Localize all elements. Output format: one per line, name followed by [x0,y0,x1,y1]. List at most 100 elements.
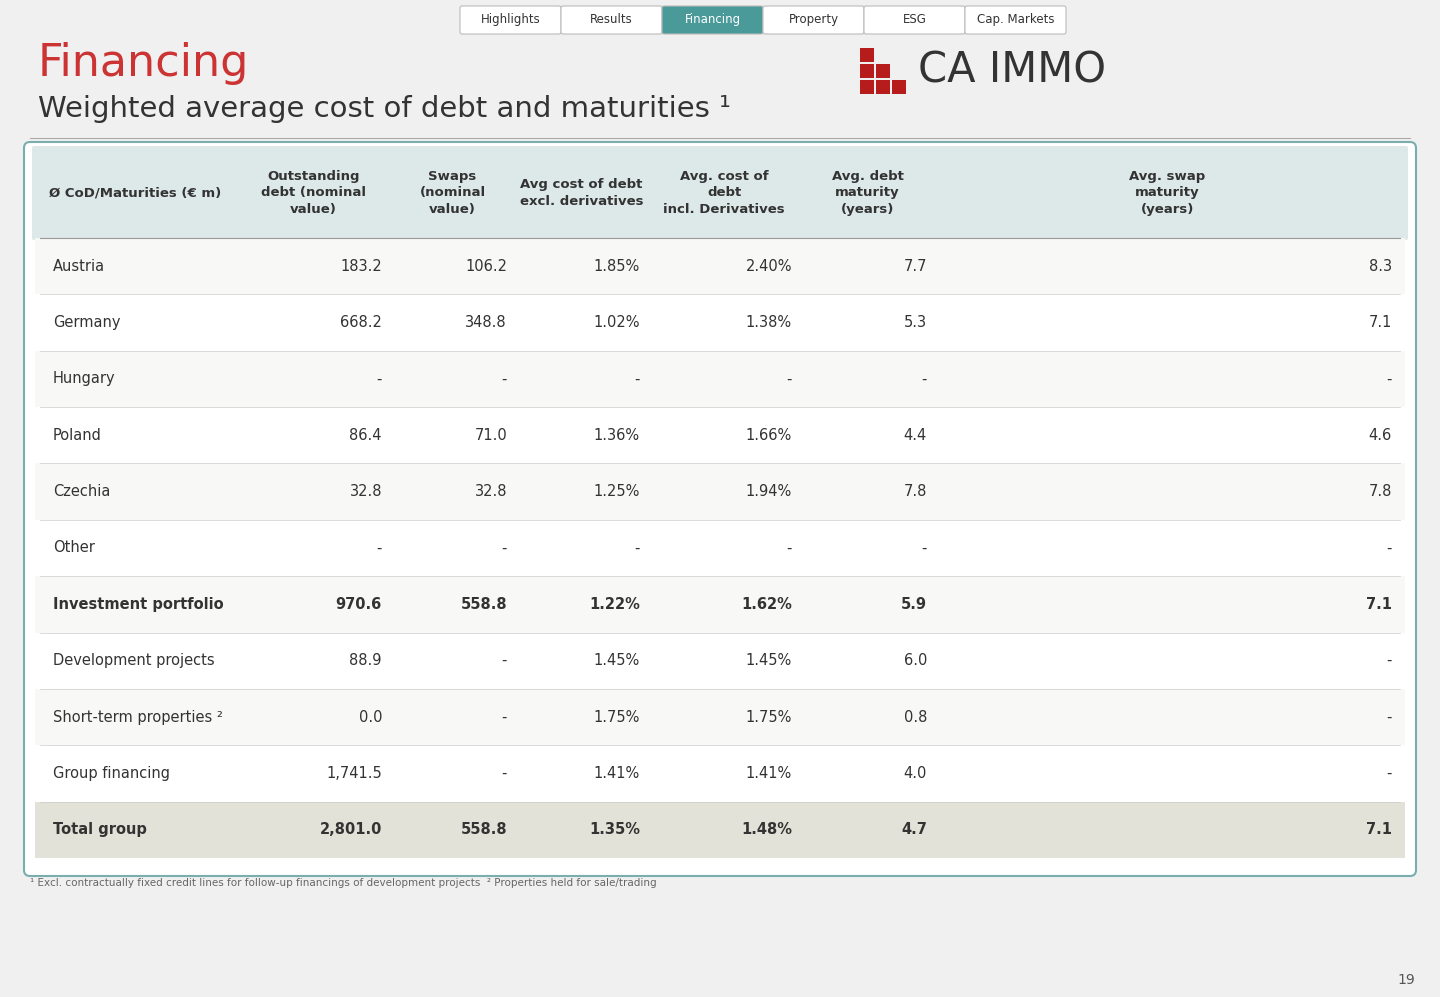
Text: 558.8: 558.8 [461,597,507,612]
Text: -: - [501,710,507,725]
Text: Cap. Markets: Cap. Markets [976,14,1054,27]
Bar [35,576,1405,632]
Text: 32.8: 32.8 [350,485,382,499]
Text: Czechia: Czechia [53,485,111,499]
Text: 1.94%: 1.94% [746,485,792,499]
Text: Swaps
(nominal
value): Swaps (nominal value) [419,170,485,216]
Bar [860,64,874,78]
Text: 1.35%: 1.35% [589,823,639,837]
Text: 1.85%: 1.85% [593,258,639,274]
Text: 2,801.0: 2,801.0 [320,823,382,837]
Text: -: - [786,540,792,555]
Text: -: - [1387,766,1392,781]
Text: 7.1: 7.1 [1368,315,1392,330]
Text: 1.38%: 1.38% [746,315,792,330]
Text: 1.41%: 1.41% [746,766,792,781]
Text: Development projects: Development projects [53,653,215,668]
Text: Avg cost of debt
excl. derivatives: Avg cost of debt excl. derivatives [520,178,644,207]
Text: Avg. swap
maturity
(years): Avg. swap maturity (years) [1129,170,1205,216]
Text: 348.8: 348.8 [465,315,507,330]
Bar [35,746,1405,802]
Text: Outstanding
debt (nominal
value): Outstanding debt (nominal value) [261,170,366,216]
Text: 7.8: 7.8 [904,485,927,499]
Text: Total group: Total group [53,823,147,837]
Text: 5.3: 5.3 [904,315,927,330]
Text: 1.45%: 1.45% [746,653,792,668]
Text: 1.02%: 1.02% [593,315,639,330]
Text: Short-term properties ²: Short-term properties ² [53,710,223,725]
Text: -: - [377,372,382,387]
Text: Hungary: Hungary [53,372,115,387]
Text: 970.6: 970.6 [336,597,382,612]
Text: Germany: Germany [53,315,121,330]
Text: -: - [377,540,382,555]
Text: Ø CoD/Maturities (€ m): Ø CoD/Maturities (€ m) [49,186,222,199]
FancyBboxPatch shape [965,6,1066,34]
Text: 106.2: 106.2 [465,258,507,274]
Bar [35,351,1405,407]
Text: 4.4: 4.4 [904,428,927,443]
Text: -: - [922,540,927,555]
Bar [876,64,890,78]
Text: -: - [635,540,639,555]
Text: 7.8: 7.8 [1368,485,1392,499]
Text: 7.1: 7.1 [1367,597,1392,612]
FancyBboxPatch shape [763,6,864,34]
Text: 6.0: 6.0 [904,653,927,668]
Bar [860,80,874,94]
FancyBboxPatch shape [562,6,662,34]
Text: 1.62%: 1.62% [742,597,792,612]
Text: -: - [501,372,507,387]
Text: 0.8: 0.8 [904,710,927,725]
Text: -: - [501,653,507,668]
Text: Financing: Financing [684,14,740,27]
Text: -: - [922,372,927,387]
Text: 1.66%: 1.66% [746,428,792,443]
Bar [35,407,1405,464]
Text: 1.36%: 1.36% [593,428,639,443]
Text: Avg. cost of
debt
incl. Derivatives: Avg. cost of debt incl. Derivatives [664,170,785,216]
Text: -: - [501,766,507,781]
Text: Avg. debt
maturity
(years): Avg. debt maturity (years) [831,170,903,216]
Text: 1.75%: 1.75% [593,710,639,725]
Text: 1.22%: 1.22% [589,597,639,612]
Text: 1.48%: 1.48% [742,823,792,837]
Text: -: - [1387,540,1392,555]
Text: Financing: Financing [37,42,249,85]
Text: ESG: ESG [903,14,926,27]
Text: -: - [501,540,507,555]
FancyBboxPatch shape [662,6,763,34]
Text: -: - [1387,653,1392,668]
Text: Results: Results [590,14,632,27]
Text: 71.0: 71.0 [474,428,507,443]
Text: 183.2: 183.2 [340,258,382,274]
Text: 19: 19 [1397,973,1416,987]
Text: 32.8: 32.8 [475,485,507,499]
Text: ¹ Excl. contractually fixed credit lines for follow-up financings of development: ¹ Excl. contractually fixed credit lines… [30,878,657,888]
Text: 4.0: 4.0 [904,766,927,781]
Text: 4.7: 4.7 [901,823,927,837]
Text: 5.9: 5.9 [901,597,927,612]
Text: Poland: Poland [53,428,102,443]
Text: 0.0: 0.0 [359,710,382,725]
Text: Austria: Austria [53,258,105,274]
Bar [35,689,1405,746]
Text: Weighted average cost of debt and maturities ¹: Weighted average cost of debt and maturi… [37,95,732,123]
Text: 4.6: 4.6 [1369,428,1392,443]
Bar [35,519,1405,576]
Text: -: - [1387,710,1392,725]
FancyBboxPatch shape [24,142,1416,876]
FancyBboxPatch shape [459,6,562,34]
Text: CA IMMO: CA IMMO [919,50,1106,92]
Bar [35,802,1405,858]
Text: Group financing: Group financing [53,766,170,781]
Text: Other: Other [53,540,95,555]
Text: 7.1: 7.1 [1367,823,1392,837]
Text: 88.9: 88.9 [350,653,382,668]
Bar [35,464,1405,519]
Text: 2.40%: 2.40% [746,258,792,274]
Text: 558.8: 558.8 [461,823,507,837]
FancyBboxPatch shape [32,146,1408,240]
FancyBboxPatch shape [864,6,965,34]
Text: -: - [1387,372,1392,387]
